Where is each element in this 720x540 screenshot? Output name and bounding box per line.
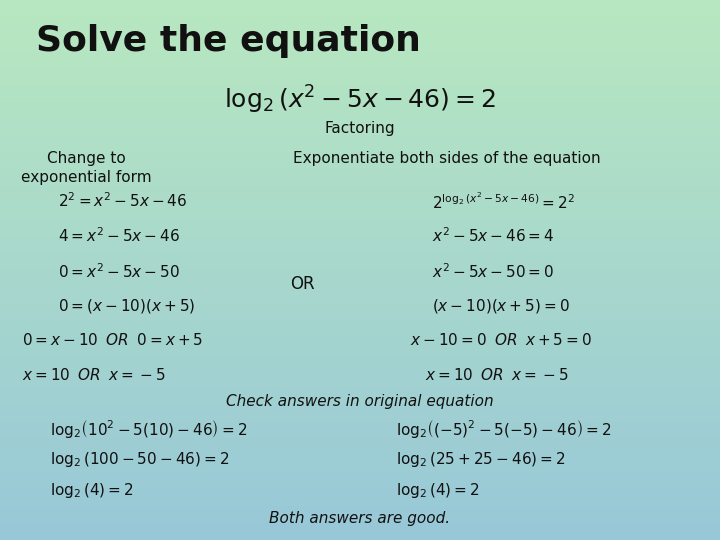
Text: $\log_2(4)=2$: $\log_2(4)=2$ — [396, 481, 480, 500]
Text: $\log_2(25+25-46)=2$: $\log_2(25+25-46)=2$ — [396, 450, 565, 469]
Text: $0=(x-10)(x+5)$: $0=(x-10)(x+5)$ — [58, 297, 195, 315]
Text: Both answers are good.: Both answers are good. — [269, 511, 451, 526]
Text: Exponentiate both sides of the equation: Exponentiate both sides of the equation — [292, 151, 600, 166]
Text: $\log_2(100-50-46)=2$: $\log_2(100-50-46)=2$ — [50, 450, 230, 469]
Text: exponential form: exponential form — [21, 170, 152, 185]
Text: $(x-10)(x+5)=0$: $(x-10)(x+5)=0$ — [432, 297, 570, 315]
Text: $\log_2\left(x^2-5x-46\right)=2$: $\log_2\left(x^2-5x-46\right)=2$ — [224, 84, 496, 116]
Text: $x^2-5x-46=4$: $x^2-5x-46=4$ — [432, 227, 554, 246]
Text: OR: OR — [290, 275, 315, 293]
Text: $x-10=0\;\;\mathit{OR}\;\;x+5=0$: $x-10=0\;\;\mathit{OR}\;\;x+5=0$ — [410, 332, 593, 348]
Text: $0=x^2-5x-50$: $0=x^2-5x-50$ — [58, 262, 179, 281]
Text: $x=10\;\;\mathit{OR}\;\;x=-5$: $x=10\;\;\mathit{OR}\;\;x=-5$ — [425, 367, 568, 383]
Text: Check answers in original equation: Check answers in original equation — [226, 394, 494, 409]
Text: Change to: Change to — [47, 151, 126, 166]
Text: $4=x^2-5x-46$: $4=x^2-5x-46$ — [58, 227, 180, 246]
Text: $2^2=x^2-5x-46$: $2^2=x^2-5x-46$ — [58, 192, 187, 211]
Text: $\log_2\!\left(10^2-5(10)-46\right)=2$: $\log_2\!\left(10^2-5(10)-46\right)=2$ — [50, 418, 248, 441]
Text: $x^2-5x-50=0$: $x^2-5x-50=0$ — [432, 262, 554, 281]
Text: $x=10\;\;\mathit{OR}\;\;x=-5$: $x=10\;\;\mathit{OR}\;\;x=-5$ — [22, 367, 165, 383]
Text: Factoring: Factoring — [325, 122, 395, 137]
Text: $\log_2(4)=2$: $\log_2(4)=2$ — [50, 481, 134, 500]
Text: Solve the equation: Solve the equation — [36, 24, 421, 58]
Text: $\log_2\!\left((-5)^2-5(-5)-46\right)=2$: $\log_2\!\left((-5)^2-5(-5)-46\right)=2$ — [396, 418, 611, 441]
Text: $2^{\log_2(x^2-5x-46)}=2^2$: $2^{\log_2(x^2-5x-46)}=2^2$ — [432, 192, 575, 212]
Text: $0=x-10\;\;\mathit{OR}\;\;0=x+5$: $0=x-10\;\;\mathit{OR}\;\;0=x+5$ — [22, 332, 203, 348]
